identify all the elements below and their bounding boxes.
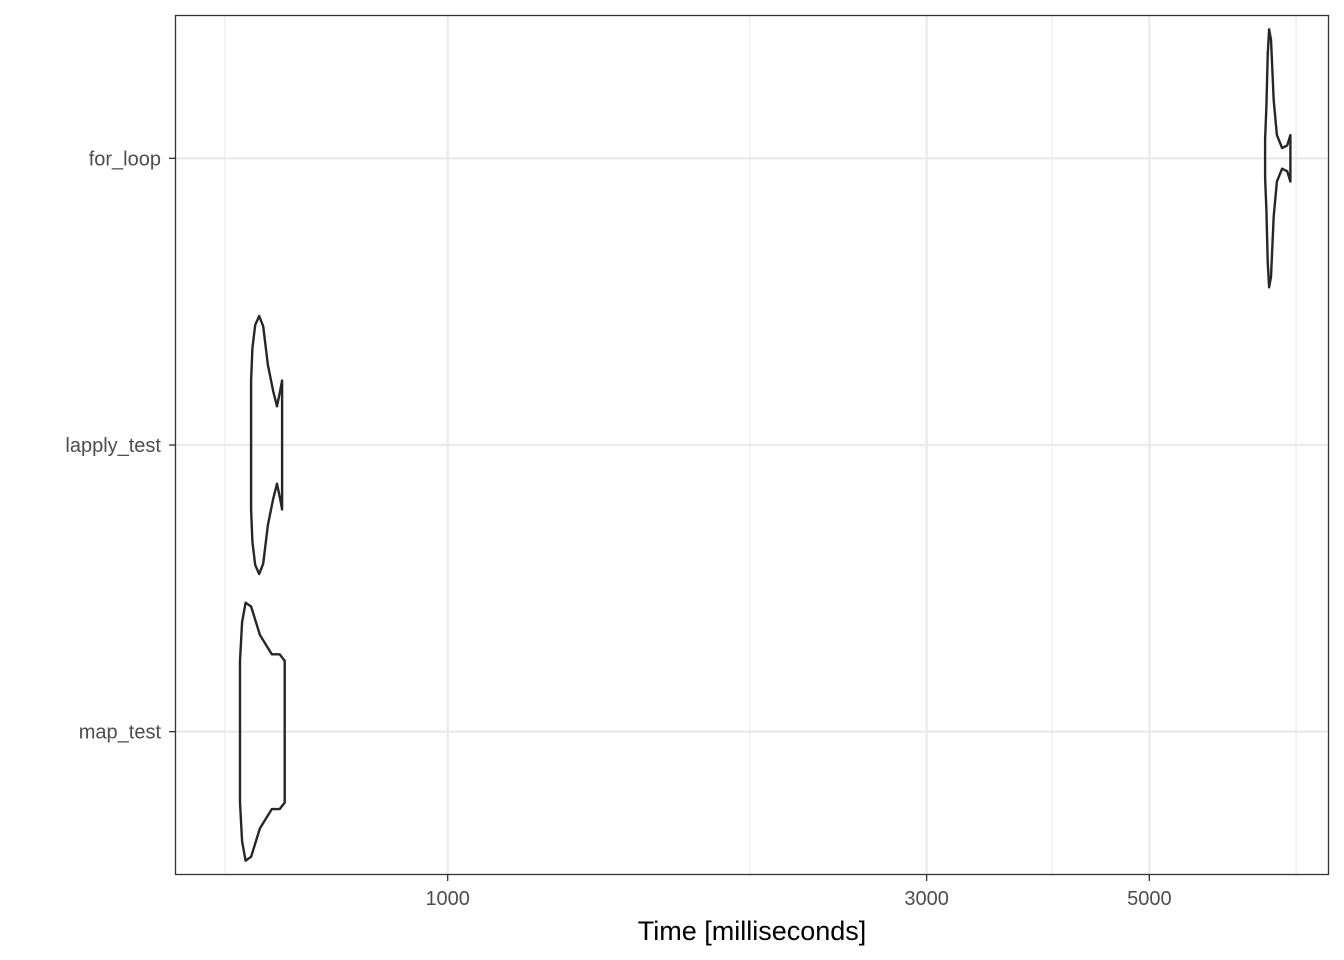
x-tick-label: 1000 bbox=[425, 888, 470, 910]
x-tick-label: 3000 bbox=[904, 888, 949, 910]
y-tick-label: lapply_test bbox=[65, 435, 161, 457]
x-axis-title: Time [milliseconds] bbox=[638, 916, 867, 946]
panel-border bbox=[174, 14, 1330, 876]
violin-for-loop bbox=[1263, 28, 1292, 289]
y-tick-label: for_loop bbox=[89, 148, 161, 170]
violin-lapply-test bbox=[249, 314, 284, 576]
y-tick-label: map_test bbox=[79, 722, 162, 744]
grid-layer bbox=[175, 15, 1329, 875]
violin-map-test bbox=[238, 601, 286, 862]
x-tick-label: 5000 bbox=[1127, 888, 1172, 910]
violin-layer bbox=[238, 28, 1292, 862]
axis-layer: 1000 3000 5000 map_test lapply_test for_loop bbox=[65, 148, 1171, 910]
